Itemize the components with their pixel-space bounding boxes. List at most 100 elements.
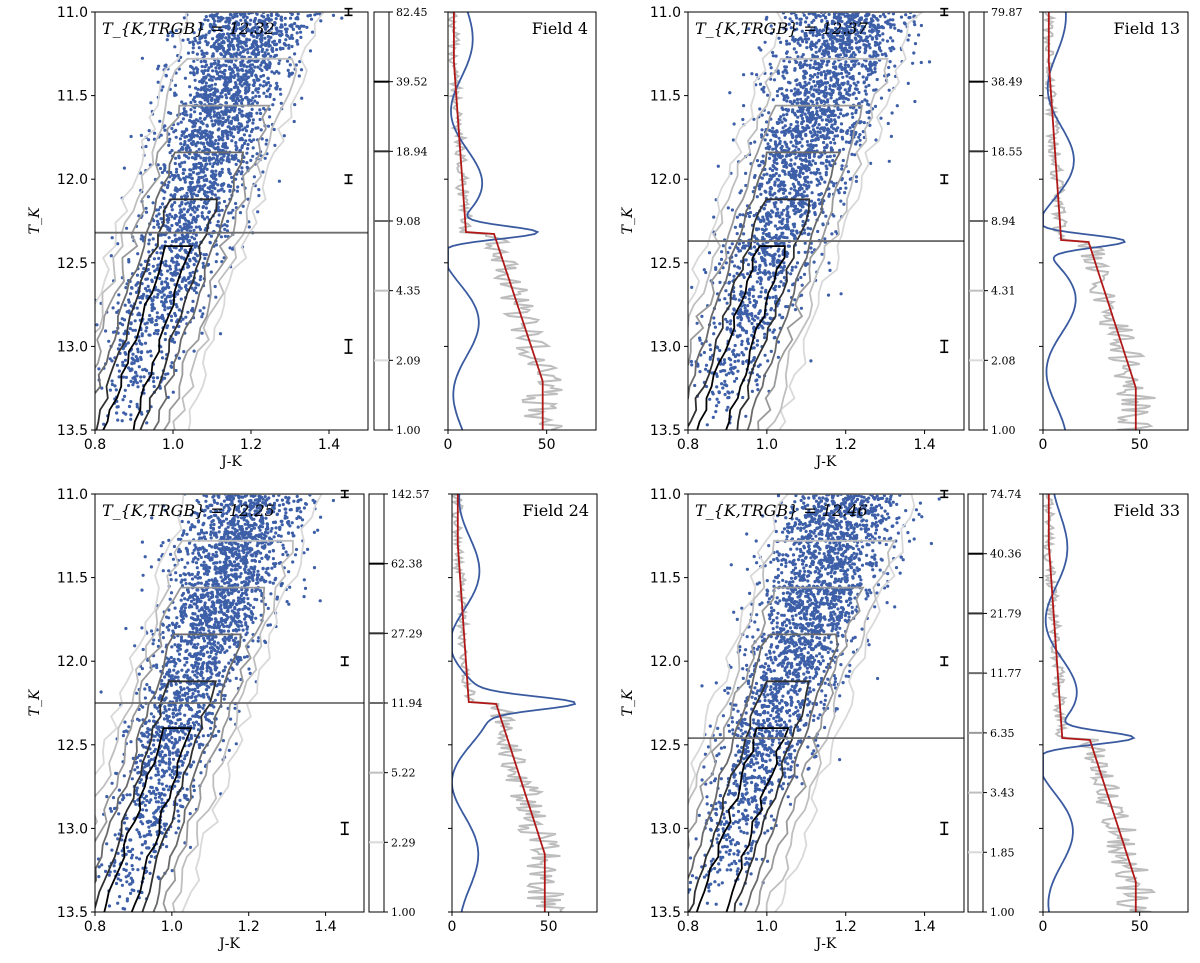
cmd-point xyxy=(227,80,231,84)
cmd-point xyxy=(728,322,732,326)
cmd-point xyxy=(746,337,750,341)
cmd-point xyxy=(763,249,767,253)
cmd-point xyxy=(768,62,772,66)
cmd-point xyxy=(153,269,157,273)
cmd-point xyxy=(736,316,740,320)
cmd-point xyxy=(822,140,826,145)
cmd-point xyxy=(146,350,150,354)
cmd-point xyxy=(218,19,222,23)
cmd-point xyxy=(775,207,780,211)
cmd-point xyxy=(183,76,187,80)
colorbar-tick-label: 2.09 xyxy=(396,354,421,367)
cmd-point xyxy=(258,67,262,71)
cmd-point xyxy=(180,210,184,214)
cmd-point xyxy=(819,71,823,75)
cmd-point xyxy=(204,15,208,19)
cmd-point xyxy=(827,136,831,140)
cmd-point xyxy=(756,242,760,246)
cmd-point xyxy=(737,323,741,327)
cmd-point xyxy=(774,214,778,218)
cmd-point xyxy=(796,193,800,197)
cmd-point xyxy=(752,117,756,121)
cmd-point xyxy=(232,27,236,31)
cmd-point xyxy=(805,187,809,191)
cmd-point xyxy=(913,23,917,27)
cmd-point xyxy=(845,112,850,116)
cmd-point xyxy=(254,22,258,26)
cmd-point xyxy=(803,250,807,254)
cmd-point xyxy=(129,304,133,308)
cmd-point xyxy=(857,46,861,50)
cmd-point xyxy=(168,137,172,141)
cmd-point xyxy=(185,234,189,238)
cmd-point xyxy=(170,239,174,244)
density-contour xyxy=(95,57,298,430)
cmd-point xyxy=(775,89,780,93)
cmd-point xyxy=(260,137,264,141)
cmd-point xyxy=(776,178,781,182)
cmd-point xyxy=(183,160,187,164)
cmd-point xyxy=(815,55,820,59)
cmd-point xyxy=(299,35,303,40)
cmd-point xyxy=(844,53,848,57)
cmd-point xyxy=(287,43,291,47)
cmd-point xyxy=(778,118,782,122)
cmd-point xyxy=(104,329,108,333)
cmd-point xyxy=(826,23,830,27)
cmd-point xyxy=(217,159,221,163)
cmd-point xyxy=(219,157,223,161)
cmd-point xyxy=(698,370,702,374)
cmd-point xyxy=(134,355,138,359)
cmd-point xyxy=(715,397,719,401)
cmd-point xyxy=(207,113,211,117)
cmd-point xyxy=(803,112,807,116)
cmd-point xyxy=(735,334,739,338)
cmd-point xyxy=(889,49,893,53)
cmd-point xyxy=(846,63,850,67)
cmd-point xyxy=(859,120,863,124)
cmd-point xyxy=(194,225,198,229)
cmd-point xyxy=(117,369,121,373)
cmd-point xyxy=(177,237,181,241)
cmd-point xyxy=(156,292,160,297)
panel-field-4: 0.8 1.0 1.2 1.411.011.512.012.513.013.5J-KT… xyxy=(27,5,597,470)
cmd-point xyxy=(809,359,813,363)
cmd-point xyxy=(769,349,773,353)
cmd-point xyxy=(203,36,207,40)
cmd-point xyxy=(277,179,281,183)
cmd-point xyxy=(890,111,894,115)
cmd-point xyxy=(808,143,812,147)
cmd-point xyxy=(797,174,802,178)
cmd-point xyxy=(810,85,814,89)
cmd-point xyxy=(215,48,219,52)
cmd-point xyxy=(839,71,844,76)
cmd-point xyxy=(833,122,837,126)
cmd-point xyxy=(168,267,172,271)
cmd-point xyxy=(782,117,786,121)
cmd-point xyxy=(793,162,797,166)
cmd-point xyxy=(147,250,151,254)
cmd-point xyxy=(786,305,790,309)
cmd-point xyxy=(887,65,891,70)
cmd-point xyxy=(762,207,766,211)
cmd-point xyxy=(794,13,798,17)
cmd-point xyxy=(159,133,163,137)
cmd-point xyxy=(742,73,746,77)
cmd-point xyxy=(772,201,776,205)
cmd-point xyxy=(129,400,133,404)
cmd-point xyxy=(110,379,114,383)
cmd-point xyxy=(223,109,227,113)
cmd-point xyxy=(721,386,725,390)
colorbar-tick-label: 18.94 xyxy=(396,145,428,158)
cmd-point xyxy=(130,356,134,360)
cmd-point xyxy=(881,26,886,30)
cmd-point xyxy=(853,63,857,67)
cmd-point xyxy=(240,98,244,102)
cmd-point xyxy=(804,159,808,163)
cmd-point xyxy=(195,208,199,212)
cmd-point xyxy=(729,366,733,370)
cmd-point xyxy=(163,240,167,244)
cmd-point xyxy=(226,118,230,122)
cmd-point xyxy=(796,55,800,59)
cmd-point xyxy=(853,153,857,157)
